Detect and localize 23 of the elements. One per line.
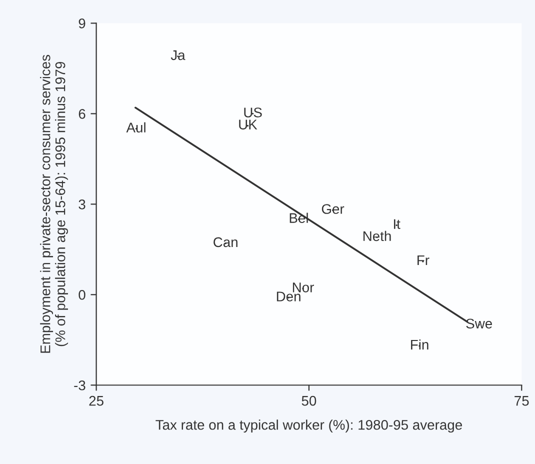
data-label: Den [276, 292, 300, 302]
x-tick-label: 25 [89, 396, 104, 406]
data-label: US [244, 108, 262, 118]
data-label: Neth [363, 230, 391, 242]
data-label: Fin [411, 339, 428, 350]
data-label: Can [214, 237, 238, 248]
data-label: Nor [292, 282, 314, 292]
y-tick-label: 6 [78, 109, 86, 119]
data-label: It [394, 219, 400, 229]
y-tick-label: 0 [78, 290, 86, 300]
y-tick-label: 9 [78, 18, 86, 28]
y-axis-title: Employment in private-sector consumer services (% of population age 15-64): 1995 minus 1979 [40, 54, 68, 353]
data-label: Fr [418, 256, 430, 266]
data-label: Ger [322, 204, 344, 214]
x-tick-label: 50 [302, 396, 316, 406]
y-tick-label: 3 [78, 199, 86, 210]
data-label: UK [239, 120, 258, 130]
data-label: Swe [466, 318, 492, 329]
x-axis-title: Tax rate on a typical worker (%): 1980-95 average [156, 420, 462, 433]
data-label: Ja [170, 50, 186, 60]
y-tick-label: -3 [74, 380, 86, 390]
x-tick-label: 75 [514, 396, 529, 406]
data-label: Aul [126, 122, 146, 132]
